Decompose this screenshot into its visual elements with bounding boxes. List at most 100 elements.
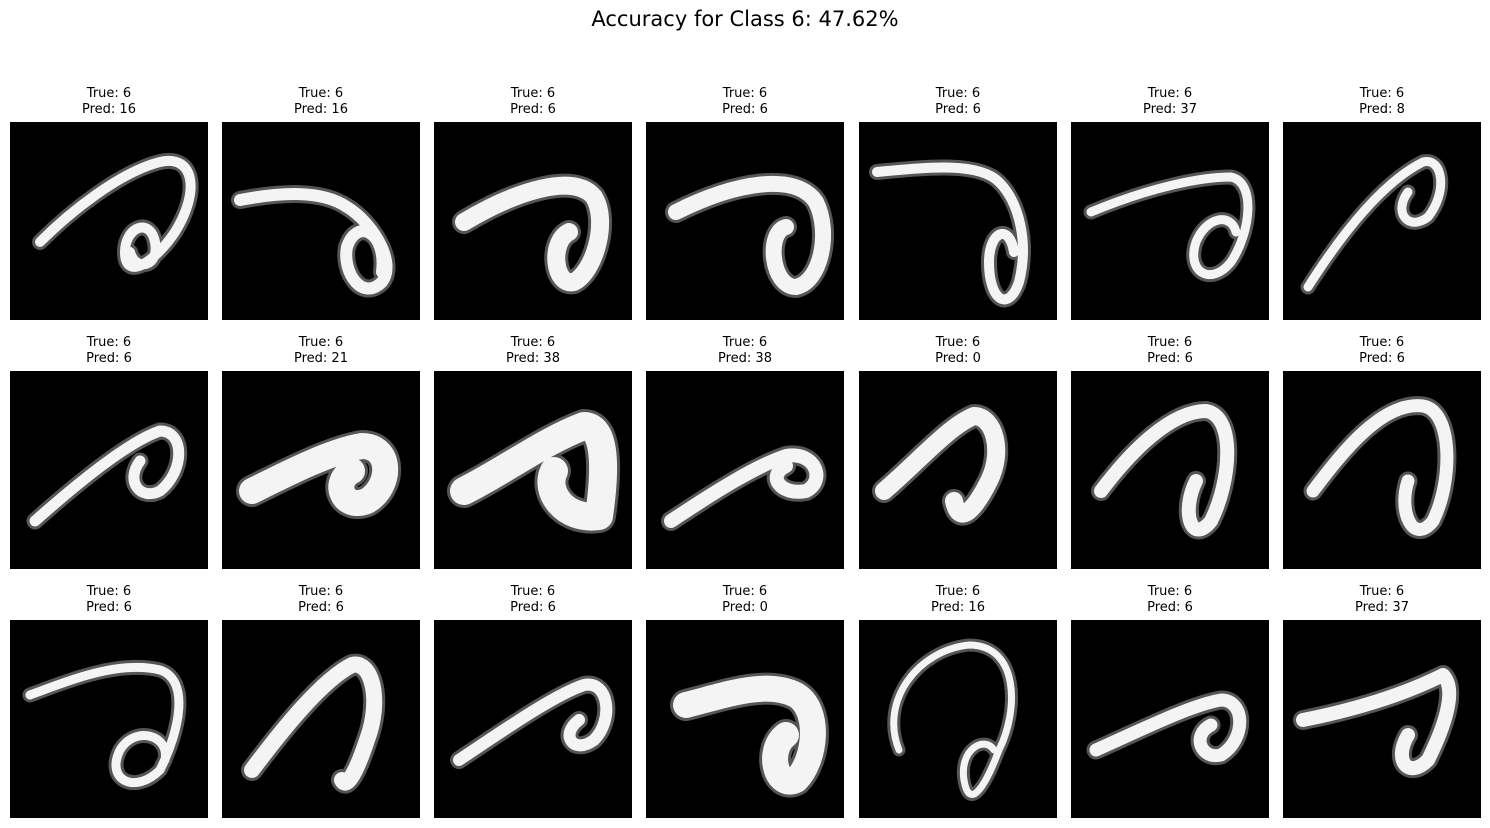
true-label: True: 6 [510, 584, 556, 599]
digit-stroke-svg [236, 430, 402, 519]
digit-stroke [890, 641, 1015, 798]
digit-stroke [664, 448, 824, 528]
pred-label: Pred: 0 [935, 351, 981, 366]
true-label: True: 6 [935, 335, 981, 350]
true-label: True: 6 [1147, 335, 1193, 350]
digit-stroke [244, 656, 383, 791]
digit-stroke-svg [869, 159, 1031, 308]
digit-image [646, 620, 844, 818]
digit-stroke-halo [1083, 169, 1256, 282]
panel-title: True: 6 Pred: 6 [1051, 584, 1289, 616]
digit-image [646, 371, 844, 569]
digit-stroke-svg [1086, 690, 1250, 766]
true-label: True: 6 [510, 335, 556, 350]
digit-image [10, 371, 208, 569]
panel-title: True: 6 Pred: 16 [839, 584, 1077, 616]
digit-stroke-svg [887, 638, 1018, 801]
true-label: True: 6 [935, 584, 981, 599]
digit-image [1071, 371, 1269, 569]
digit-stroke-svg [32, 152, 199, 275]
digit-stroke [1094, 404, 1235, 537]
panel-title: True: 6 Pred: 37 [1263, 584, 1490, 616]
panel-title: True: 6 Pred: 8 [1263, 86, 1490, 118]
digit-stroke [1303, 157, 1446, 292]
digit-stroke [872, 162, 1028, 305]
digit-stroke [1086, 172, 1253, 279]
digit-image [222, 122, 420, 320]
digit-stroke [668, 175, 831, 295]
pred-label: Pred: 6 [510, 102, 556, 117]
digit-stroke-svg [670, 672, 829, 798]
digit-stroke [35, 155, 196, 272]
digit-stroke-svg [22, 659, 187, 791]
digit-stroke [239, 433, 399, 516]
pred-label: Pred: 6 [86, 600, 132, 615]
digit-stroke-svg [872, 404, 1009, 526]
true-label: True: 6 [298, 584, 344, 599]
true-label: True: 6 [722, 86, 768, 101]
digit-stroke [1306, 399, 1454, 536]
panel-title: True: 6 Pred: 6 [1051, 335, 1289, 367]
digit-stroke [875, 407, 1006, 523]
panel-title: True: 6 Pred: 6 [414, 86, 652, 118]
digit-stroke-svg [447, 409, 621, 534]
digit-image [222, 620, 420, 818]
pred-label: Pred: 6 [86, 351, 132, 366]
digit-image [859, 122, 1057, 320]
panel-title: True: 6 Pred: 21 [202, 335, 440, 367]
figure-title: Accuracy for Class 6: 47.62% [591, 7, 899, 31]
true-label: True: 6 [722, 584, 768, 599]
digit-stroke-svg [1083, 169, 1256, 282]
pred-label: Pred: 37 [1355, 600, 1409, 615]
digit-stroke-svg [1300, 154, 1449, 295]
pred-label: Pred: 16 [294, 102, 348, 117]
pred-label: Pred: 6 [722, 102, 768, 117]
panel-title: True: 6 Pred: 16 [0, 86, 228, 118]
panel-title: True: 6 Pred: 6 [1263, 335, 1490, 367]
true-label: True: 6 [935, 86, 981, 101]
panel-title: True: 6 Pred: 6 [414, 584, 652, 616]
digit-stroke-svg [661, 445, 827, 531]
digit-image [434, 371, 632, 569]
digit-image [646, 122, 844, 320]
panel-title: True: 6 Pred: 6 [839, 86, 1077, 118]
panel-title: True: 6 Pred: 6 [626, 86, 864, 118]
digit-stroke-halo [231, 185, 396, 298]
digit-image [434, 122, 632, 320]
digit-stroke [29, 425, 185, 527]
true-label: True: 6 [510, 86, 556, 101]
pred-label: Pred: 21 [294, 351, 348, 366]
digit-stroke [1089, 693, 1247, 763]
digit-image [1283, 371, 1481, 569]
digit-stroke-svg [1303, 396, 1457, 539]
digit-stroke-svg [231, 185, 396, 298]
pred-label: Pred: 16 [82, 102, 136, 117]
digit-image [10, 122, 208, 320]
true-label: True: 6 [86, 86, 132, 101]
panel-title: True: 6 Pred: 38 [414, 335, 652, 367]
digit-stroke-svg [1091, 401, 1238, 540]
panel-title: True: 6 Pred: 16 [202, 86, 440, 118]
true-label: True: 6 [86, 335, 132, 350]
digit-image [859, 371, 1057, 569]
panel-title: True: 6 Pred: 6 [202, 584, 440, 616]
true-label: True: 6 [1359, 584, 1405, 599]
true-label: True: 6 [1359, 335, 1405, 350]
true-label: True: 6 [86, 584, 132, 599]
digit-image [222, 371, 420, 569]
digit-image [434, 620, 632, 818]
pred-label: Pred: 38 [506, 351, 560, 366]
pred-label: Pred: 6 [1147, 351, 1193, 366]
pred-label: Pred: 37 [1143, 102, 1197, 117]
digit-image [1071, 122, 1269, 320]
panel-title: True: 6 Pred: 0 [839, 335, 1077, 367]
digit-stroke-svg [241, 653, 386, 794]
digit-stroke [673, 675, 826, 795]
panel-title: True: 6 Pred: 0 [626, 584, 864, 616]
pred-label: Pred: 16 [931, 600, 985, 615]
true-label: True: 6 [298, 335, 344, 350]
digit-stroke [450, 412, 618, 531]
true-label: True: 6 [298, 86, 344, 101]
digit-image [1283, 620, 1481, 818]
digit-image [859, 620, 1057, 818]
